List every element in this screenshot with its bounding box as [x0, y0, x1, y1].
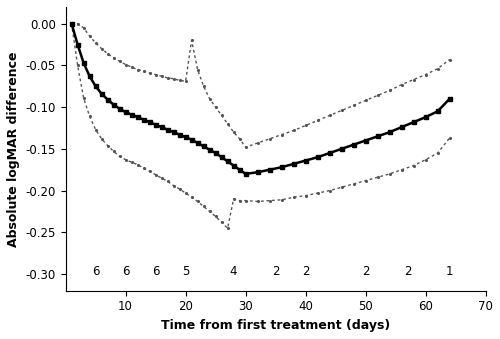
Text: 2: 2 — [404, 265, 411, 278]
Text: 1: 1 — [446, 265, 454, 278]
Text: 6: 6 — [122, 265, 130, 278]
Text: 2: 2 — [272, 265, 280, 278]
Text: 2: 2 — [302, 265, 310, 278]
X-axis label: Time from first treatment (days): Time from first treatment (days) — [161, 319, 390, 332]
Y-axis label: Absolute logMAR difference: Absolute logMAR difference — [7, 51, 20, 246]
Text: 4: 4 — [230, 265, 237, 278]
Text: 6: 6 — [152, 265, 160, 278]
Text: 6: 6 — [92, 265, 100, 278]
Text: 5: 5 — [182, 265, 190, 278]
Text: 2: 2 — [362, 265, 370, 278]
